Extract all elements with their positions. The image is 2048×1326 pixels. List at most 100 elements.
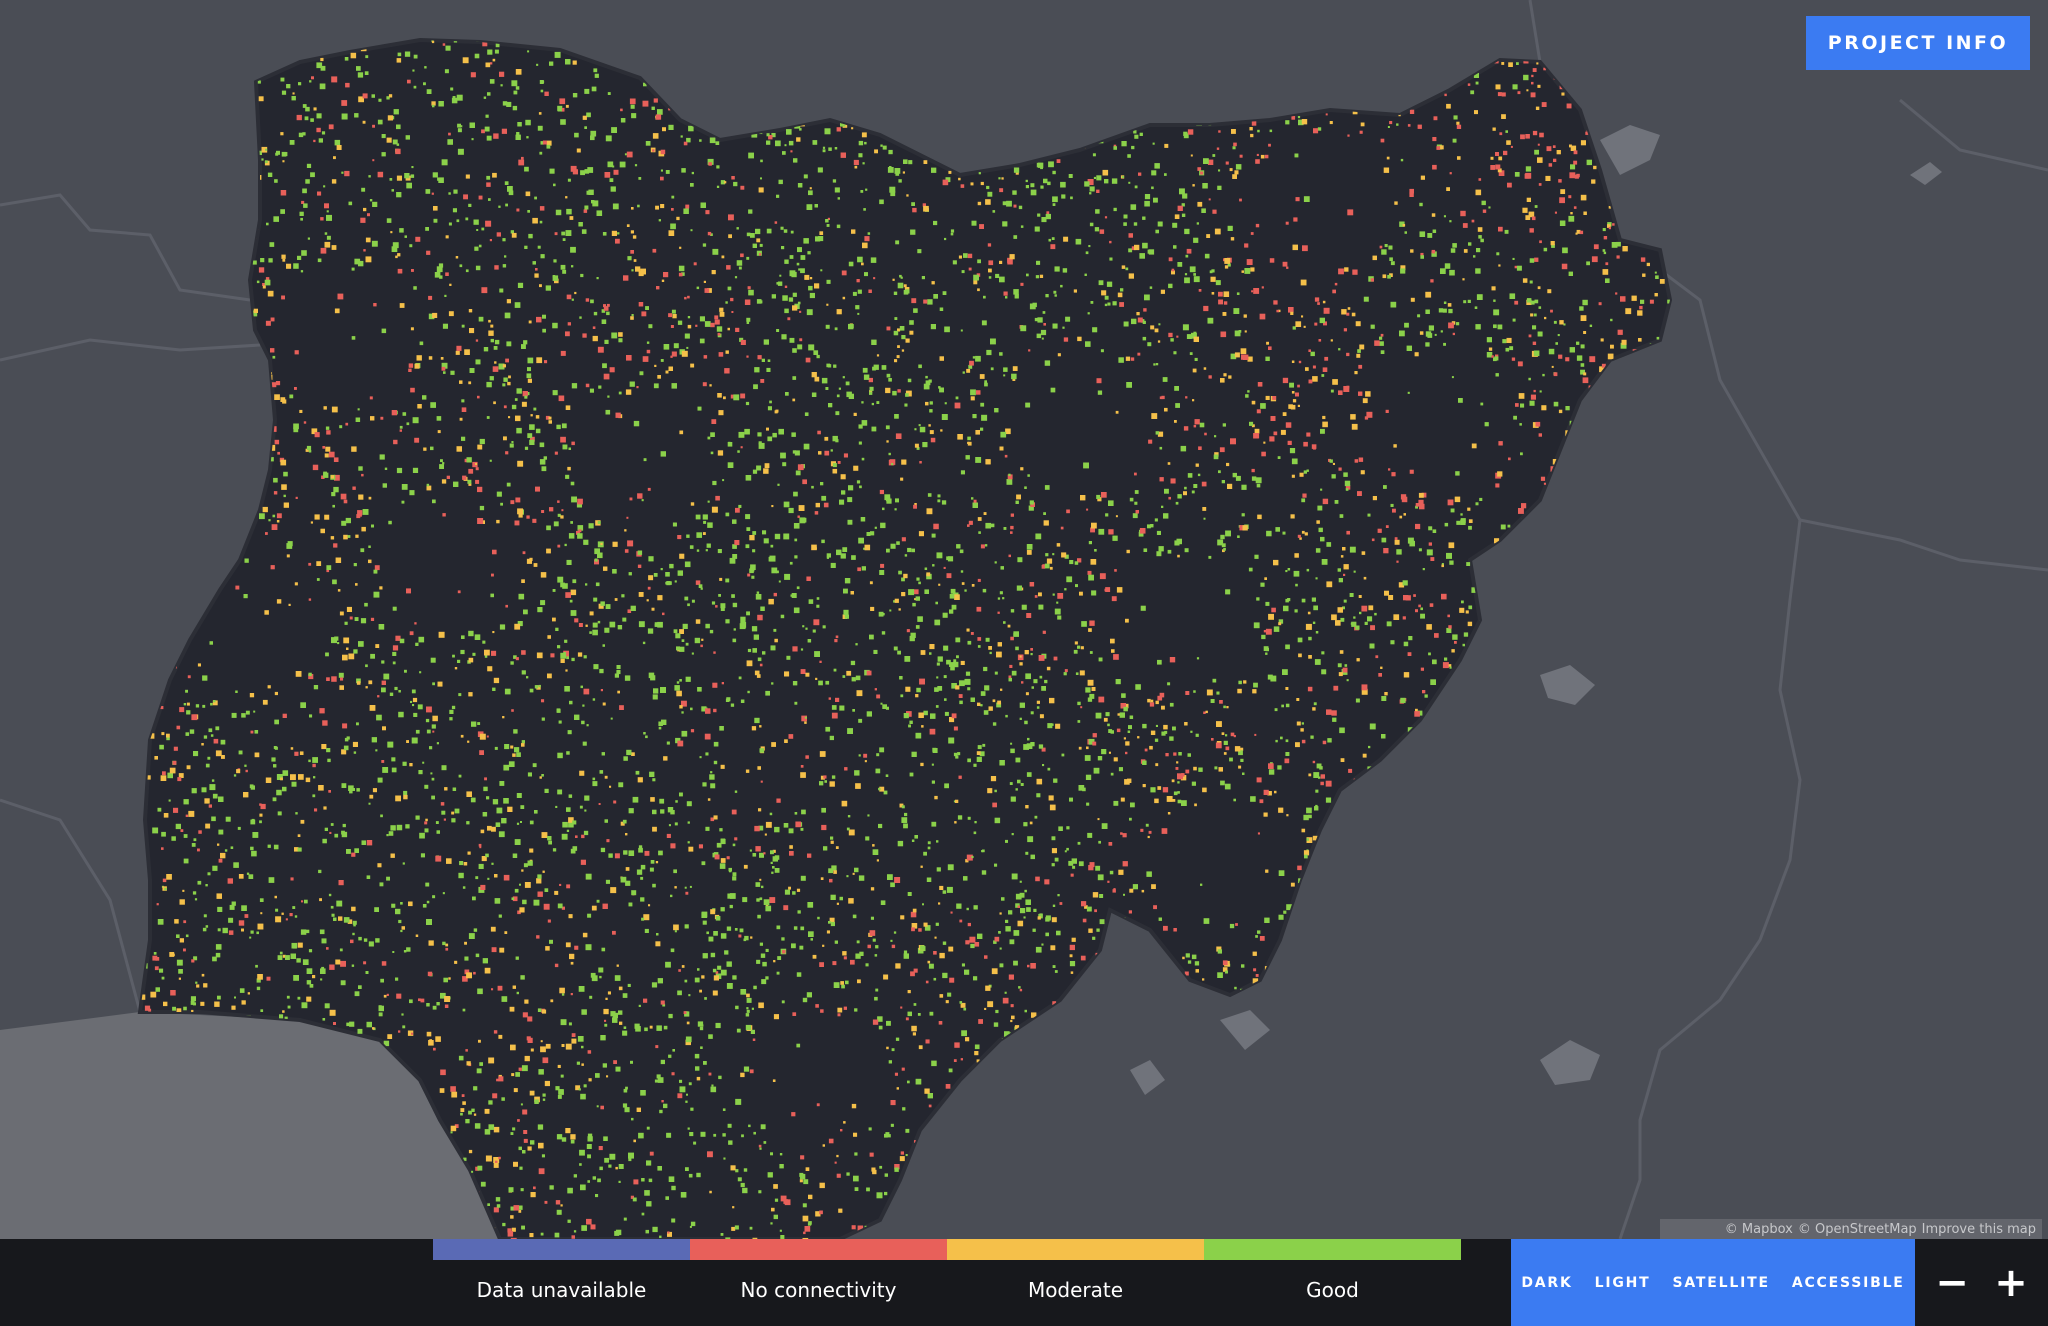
connectivity-dot — [1346, 679, 1349, 682]
connectivity-dot — [403, 950, 407, 953]
connectivity-dot — [831, 775, 836, 779]
connectivity-dot — [516, 822, 520, 825]
connectivity-dot — [966, 69, 973, 76]
connectivity-dot — [1098, 280, 1104, 286]
connectivity-dot — [276, 789, 282, 796]
connectivity-dot — [221, 101, 227, 108]
connectivity-dot — [1223, 740, 1228, 745]
connectivity-dot — [1112, 1013, 1118, 1020]
connectivity-dot — [431, 101, 436, 106]
connectivity-dot — [667, 807, 674, 813]
connectivity-dot — [415, 729, 420, 734]
connectivity-dot — [876, 401, 880, 404]
connectivity-dot — [1348, 82, 1352, 86]
connectivity-dot — [133, 900, 138, 905]
connectivity-dot — [1149, 702, 1155, 707]
connectivity-dot — [1690, 752, 1693, 755]
connectivity-dot — [998, 89, 1004, 95]
connectivity-dot — [895, 963, 901, 969]
connectivity-dot — [729, 893, 736, 899]
connectivity-dot — [175, 205, 178, 209]
connectivity-dot — [1388, 896, 1392, 899]
connectivity-dot — [980, 427, 984, 431]
connectivity-dot — [640, 1090, 646, 1096]
connectivity-dot — [1432, 945, 1437, 950]
connectivity-dot — [557, 500, 560, 503]
connectivity-dot — [1532, 737, 1538, 743]
connectivity-dot — [1051, 848, 1057, 854]
connectivity-dot — [162, 460, 168, 465]
connectivity-dot — [764, 833, 767, 836]
connectivity-dot — [1612, 485, 1616, 488]
connectivity-dot — [813, 619, 820, 626]
connectivity-dot — [280, 77, 285, 82]
connectivity-dot — [1236, 292, 1240, 295]
connectivity-dot — [1163, 925, 1168, 931]
connectivity-dot — [707, 798, 711, 801]
connectivity-dot — [1175, 767, 1179, 770]
connectivity-dot — [671, 383, 677, 389]
connectivity-dot — [301, 250, 307, 256]
connectivity-dot — [1139, 1138, 1142, 1141]
connectivity-dot — [185, 689, 188, 693]
connectivity-dot — [602, 363, 607, 369]
connectivity-dot — [758, 808, 762, 812]
connectivity-dot — [1076, 1096, 1081, 1101]
connectivity-dot — [1606, 1188, 1613, 1195]
connectivity-dot — [1580, 646, 1585, 651]
connectivity-dot — [1338, 268, 1344, 275]
connectivity-dot — [479, 750, 484, 755]
connectivity-dot — [977, 645, 981, 648]
connectivity-dot — [173, 202, 180, 209]
connectivity-dot — [960, 1002, 966, 1008]
connectivity-dot — [1141, 60, 1146, 65]
connectivity-dot — [153, 356, 159, 362]
connectivity-dot — [201, 787, 207, 793]
connectivity-dot — [991, 968, 998, 975]
connectivity-dot — [454, 808, 460, 814]
connectivity-dot — [1492, 1168, 1498, 1174]
connectivity-dot — [235, 690, 238, 693]
connectivity-dot — [475, 1166, 480, 1171]
connectivity-dot — [1357, 349, 1361, 353]
connectivity-dot — [1359, 35, 1362, 38]
map-canvas[interactable] — [0, 0, 2048, 1239]
connectivity-dot — [1655, 742, 1661, 748]
connectivity-dot — [668, 108, 671, 111]
connectivity-dot — [1338, 390, 1343, 395]
connectivity-dot — [1209, 270, 1213, 274]
connectivity-dot — [950, 665, 955, 671]
connectivity-dot — [868, 1127, 872, 1131]
connectivity-dot — [1383, 1018, 1390, 1025]
connectivity-dot — [238, 920, 245, 926]
connectivity-dot — [1552, 839, 1555, 842]
connectivity-dot — [1648, 792, 1653, 797]
connectivity-dot — [1673, 405, 1675, 407]
connectivity-dot — [1322, 300, 1326, 304]
connectivity-dot — [1085, 687, 1091, 693]
connectivity-dot — [219, 161, 226, 167]
connectivity-dot — [1293, 217, 1298, 222]
connectivity-dot — [462, 57, 469, 64]
connectivity-dot — [727, 442, 733, 447]
connectivity-dot — [1486, 1077, 1492, 1083]
connectivity-dot — [1005, 46, 1010, 51]
connectivity-dot — [1589, 356, 1596, 363]
connectivity-dot — [1177, 799, 1182, 804]
connectivity-dot — [475, 467, 479, 471]
connectivity-dot — [1405, 878, 1408, 881]
connectivity-dot — [916, 85, 920, 89]
connectivity-dot — [160, 706, 164, 710]
connectivity-dot — [238, 874, 244, 879]
connectivity-dot — [944, 402, 947, 405]
connectivity-dot — [1683, 455, 1687, 459]
connectivity-dot — [396, 124, 401, 130]
connectivity-dot — [815, 1211, 821, 1217]
connectivity-dot — [901, 592, 906, 597]
connectivity-dot — [1192, 368, 1197, 373]
connectivity-dot — [1273, 559, 1279, 566]
connectivity-dot — [719, 726, 724, 731]
connectivity-dot — [331, 42, 334, 45]
connectivity-dot — [1597, 1068, 1604, 1074]
connectivity-dot — [572, 93, 578, 98]
